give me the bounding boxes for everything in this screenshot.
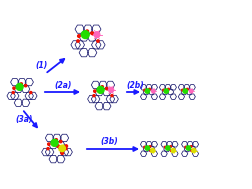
Circle shape <box>190 146 192 147</box>
Circle shape <box>145 89 150 93</box>
Circle shape <box>13 87 15 89</box>
Circle shape <box>191 150 193 151</box>
Circle shape <box>168 88 169 90</box>
Circle shape <box>190 89 193 93</box>
Circle shape <box>149 88 150 90</box>
Circle shape <box>182 89 183 91</box>
Circle shape <box>65 145 68 147</box>
Text: (2b): (2b) <box>126 81 144 90</box>
Circle shape <box>55 139 57 141</box>
Circle shape <box>77 40 79 42</box>
Circle shape <box>144 146 145 148</box>
Circle shape <box>94 32 100 37</box>
Circle shape <box>57 145 59 147</box>
Circle shape <box>186 88 188 90</box>
Circle shape <box>59 140 62 143</box>
Circle shape <box>171 149 175 153</box>
Circle shape <box>24 84 27 87</box>
Circle shape <box>78 35 80 37</box>
Circle shape <box>183 89 187 93</box>
Circle shape <box>65 148 67 150</box>
Circle shape <box>149 146 151 147</box>
Circle shape <box>59 145 65 152</box>
Circle shape <box>94 90 96 92</box>
Circle shape <box>47 148 49 150</box>
Circle shape <box>170 150 172 151</box>
Circle shape <box>48 143 50 145</box>
Circle shape <box>151 149 155 153</box>
Circle shape <box>164 89 169 93</box>
Text: (1): (1) <box>35 61 47 70</box>
Circle shape <box>12 91 14 94</box>
Circle shape <box>91 32 93 35</box>
Circle shape <box>192 149 196 153</box>
Circle shape <box>164 146 166 148</box>
Circle shape <box>152 89 155 93</box>
Circle shape <box>61 152 64 154</box>
Circle shape <box>170 146 171 147</box>
Circle shape <box>86 30 88 33</box>
Circle shape <box>111 94 113 97</box>
Circle shape <box>101 86 104 88</box>
Circle shape <box>185 146 186 148</box>
Circle shape <box>145 146 150 150</box>
Text: (3a): (3a) <box>15 115 32 124</box>
Circle shape <box>93 94 95 97</box>
Circle shape <box>81 31 89 39</box>
Circle shape <box>150 150 151 151</box>
Circle shape <box>109 87 114 92</box>
Text: (3b): (3b) <box>100 137 118 146</box>
Circle shape <box>97 86 104 93</box>
Circle shape <box>186 146 191 150</box>
Circle shape <box>20 83 22 85</box>
Circle shape <box>106 87 108 90</box>
Circle shape <box>16 84 23 90</box>
Text: (2a): (2a) <box>54 81 71 90</box>
Circle shape <box>166 146 170 150</box>
Circle shape <box>30 91 32 94</box>
Circle shape <box>144 89 146 91</box>
Circle shape <box>51 139 58 146</box>
Circle shape <box>97 40 99 42</box>
Circle shape <box>163 89 165 91</box>
